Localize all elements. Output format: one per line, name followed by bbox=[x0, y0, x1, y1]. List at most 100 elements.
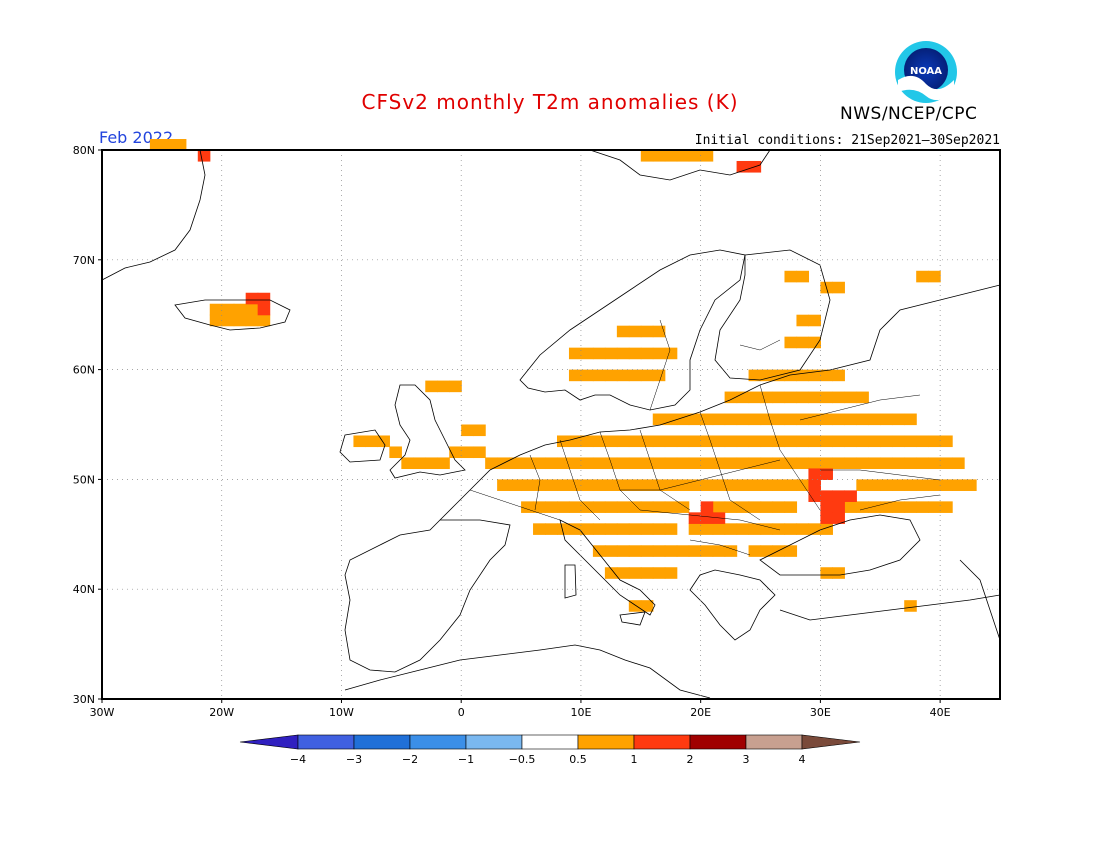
colorbar-label: −2 bbox=[402, 753, 418, 766]
anomaly-cell-0p5-1 bbox=[580, 523, 594, 535]
anomaly-cell-0p5-1 bbox=[173, 139, 187, 151]
colorbar-box bbox=[465, 734, 523, 750]
anomaly-cell-0p5-1 bbox=[784, 501, 798, 513]
initial-conditions: Initial conditions: 21Sep2021–30Sep2021 bbox=[694, 133, 1000, 148]
anomaly-cell-0p5-1 bbox=[808, 336, 821, 349]
anomaly-cell-1-2 bbox=[688, 512, 702, 524]
coast-continent bbox=[439, 284, 1001, 521]
anomaly-cell-0p5-1 bbox=[568, 347, 582, 360]
anomaly-cell-0p5-1 bbox=[964, 479, 977, 491]
coast-ireland bbox=[339, 429, 386, 463]
anomaly-cell-0p5-1 bbox=[892, 501, 905, 513]
anomaly-cell-0p5-1 bbox=[868, 501, 881, 513]
anomaly-cell-1-2 bbox=[844, 490, 857, 502]
anomaly-cell-0p5-1 bbox=[473, 446, 486, 459]
colorbar: −4 −3 −2 −1 −0.5 0.5 1 2 3 4 bbox=[239, 734, 861, 766]
anomaly-cell-1-2 bbox=[700, 501, 714, 513]
anomaly-cell-0p5-1 bbox=[221, 303, 235, 316]
lon-tick-label: 30W bbox=[90, 706, 115, 719]
anomaly-cell-0p5-1 bbox=[736, 523, 750, 535]
anomaly-cell-0p5-1 bbox=[664, 523, 678, 535]
anomaly-cell-0p5-1 bbox=[700, 479, 714, 491]
anomaly-cell-0p5-1 bbox=[820, 567, 833, 579]
anomaly-cell-0p5-1 bbox=[533, 501, 546, 513]
anomaly-cell-0p5-1 bbox=[736, 413, 750, 426]
anomaly-cell-0p5-1 bbox=[832, 413, 845, 426]
anomaly-cell-0p5-1 bbox=[580, 369, 594, 382]
anomaly-cell-1-2 bbox=[257, 303, 271, 316]
lon-tick-label: 30E bbox=[810, 706, 831, 719]
anomaly-cell-1-2 bbox=[736, 160, 750, 173]
anomaly-cell-0p5-1 bbox=[616, 523, 630, 535]
anomaly-cell-1-2 bbox=[820, 490, 833, 502]
colorbar-label: 0.5 bbox=[569, 753, 587, 766]
anomaly-cell-0p5-1 bbox=[748, 545, 762, 557]
colorbar-label: −1 bbox=[458, 753, 474, 766]
lat-tick-label: 50N bbox=[73, 473, 95, 486]
coast-africa bbox=[344, 644, 711, 699]
coast-scandinavia bbox=[519, 249, 746, 411]
anomaly-cell-0p5-1 bbox=[640, 501, 654, 513]
anomaly-cell-0p5-1 bbox=[892, 413, 905, 426]
anomaly-cell-0p5-1 bbox=[521, 479, 534, 491]
colorbar-label: 2 bbox=[687, 753, 694, 766]
anomaly-cell-0p5-1 bbox=[784, 435, 798, 448]
anomaly-cell-0p5-1 bbox=[724, 457, 738, 470]
anomaly-cell-0p5-1 bbox=[736, 391, 750, 404]
anomaly-cell-0p5-1 bbox=[820, 523, 833, 535]
colorbar-label: −0.5 bbox=[509, 753, 536, 766]
anomaly-cell-0p5-1 bbox=[664, 150, 678, 162]
anomaly-cell-0p5-1 bbox=[568, 369, 582, 382]
anomaly-cell-0p5-1 bbox=[784, 270, 798, 283]
coast-italy bbox=[559, 519, 656, 616]
anomaly-cell-0p5-1 bbox=[772, 545, 786, 557]
anomaly-cell-0p5-1 bbox=[616, 369, 630, 382]
anomaly-cell-0p5-1 bbox=[880, 413, 893, 426]
anomaly-cell-0p5-1 bbox=[676, 150, 690, 162]
anomaly-cell-0p5-1 bbox=[676, 413, 690, 426]
anomaly-cell-0p5-1 bbox=[724, 479, 738, 491]
anomaly-cell-0p5-1 bbox=[820, 413, 833, 426]
noaa-logo-text: NOAA bbox=[910, 66, 942, 77]
anomaly-cell-0p5-1 bbox=[664, 501, 678, 513]
anomaly-cell-0p5-1 bbox=[736, 501, 750, 513]
anomaly-cell-0p5-1 bbox=[796, 336, 810, 349]
coast-iceland bbox=[174, 299, 291, 331]
anomaly-cell-0p5-1 bbox=[808, 523, 821, 535]
colorbar-min-arrow bbox=[239, 734, 299, 750]
anomaly-cell-0p5-1 bbox=[616, 435, 630, 448]
anomaly-cell-0p5-1 bbox=[784, 457, 798, 470]
colorbar-box bbox=[689, 734, 747, 750]
anomaly-cell-0p5-1 bbox=[616, 479, 630, 491]
anomaly-cell-0p5-1 bbox=[796, 457, 810, 470]
anomaly-cell-0p5-1 bbox=[916, 501, 929, 513]
anomaly-cell-0p5-1 bbox=[209, 303, 223, 316]
anomaly-cell-0p5-1 bbox=[748, 457, 762, 470]
coast-britain bbox=[389, 384, 466, 479]
anomaly-cell-0p5-1 bbox=[820, 457, 833, 470]
anomaly-cell-0p5-1 bbox=[652, 479, 666, 491]
anomaly-cell-0p5-1 bbox=[628, 501, 642, 513]
anomaly-cell-0p5-1 bbox=[389, 446, 402, 459]
anomaly-cell-0p5-1 bbox=[640, 457, 654, 470]
anomaly-cell-0p5-1 bbox=[401, 457, 414, 470]
coastlines bbox=[101, 149, 1001, 699]
lon-tick-label: 20W bbox=[209, 706, 234, 719]
anomaly-cell-0p5-1 bbox=[568, 501, 582, 513]
anomaly-cell-0p5-1 bbox=[748, 391, 762, 404]
anomaly-cell-0p5-1 bbox=[844, 435, 857, 448]
anomaly-cell-0p5-1 bbox=[808, 314, 821, 327]
anomaly-cell-0p5-1 bbox=[437, 380, 450, 393]
lat-tick-label: 40N bbox=[73, 583, 95, 596]
anomaly-cell-0p5-1 bbox=[784, 391, 798, 404]
anomaly-cell-0p5-1 bbox=[760, 413, 774, 426]
anomaly-cell-0p5-1 bbox=[700, 150, 714, 162]
anomaly-cell-0p5-1 bbox=[892, 479, 905, 491]
anomaly-cell-0p5-1 bbox=[652, 567, 666, 579]
anomaly-cell-0p5-1 bbox=[676, 435, 690, 448]
anomaly-cell-0p5-1 bbox=[928, 270, 941, 283]
anomaly-cell-0p5-1 bbox=[628, 347, 642, 360]
anomaly-cell-0p5-1 bbox=[712, 457, 726, 470]
anomaly-cell-0p5-1 bbox=[664, 567, 678, 579]
anomaly-cell-0p5-1 bbox=[784, 523, 798, 535]
